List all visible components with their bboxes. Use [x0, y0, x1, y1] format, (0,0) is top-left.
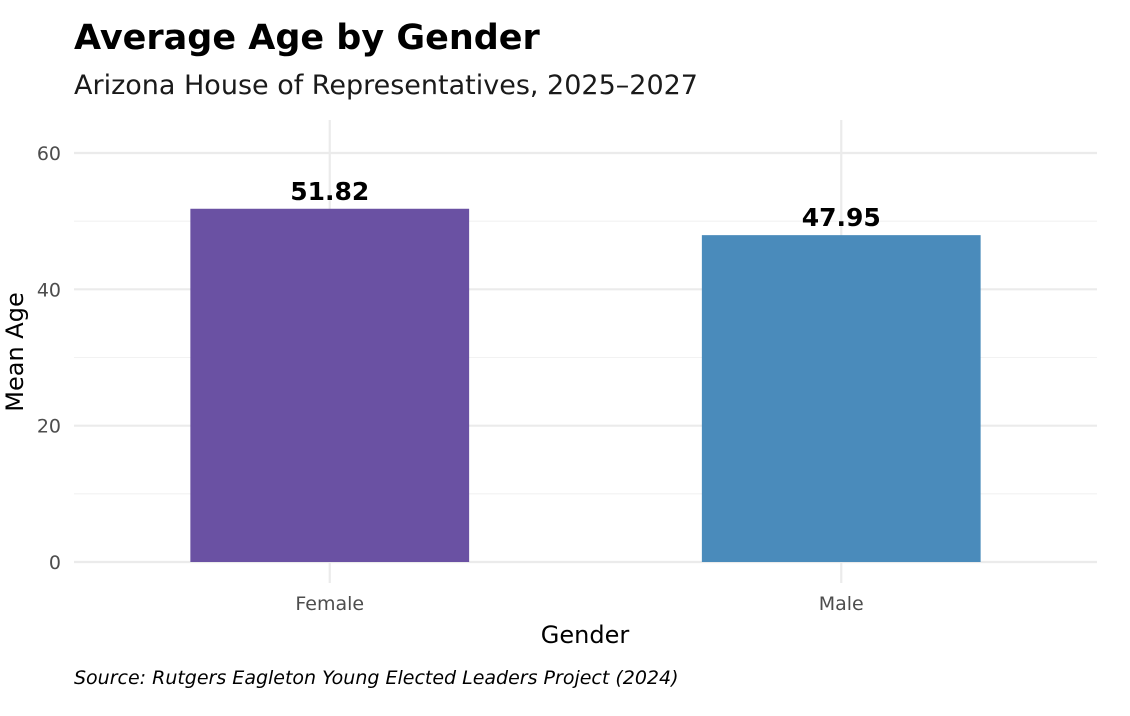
y-tick-label: 40 [37, 279, 61, 301]
y-tick-label: 60 [37, 143, 61, 165]
value-labels: 51.82 47.95 [290, 177, 881, 232]
y-tick-label: 20 [37, 416, 61, 438]
value-label: 51.82 [290, 177, 369, 206]
chart-subtitle: Arizona House of Representatives, 2025–2… [74, 70, 698, 101]
chart-title: Average Age by Gender [74, 18, 540, 58]
y-tick-label: 0 [49, 552, 61, 574]
x-axis-ticks: Female Male [295, 593, 863, 615]
y-axis-title: Mean Age [1, 292, 29, 411]
value-label: 47.95 [802, 203, 881, 232]
bars [190, 208, 981, 563]
x-tick-label: Male [819, 593, 864, 615]
y-axis-ticks: 0 20 40 60 [37, 143, 61, 574]
bar-female [190, 208, 470, 563]
bar-male [701, 235, 981, 562]
x-axis-title: Gender [541, 621, 630, 649]
x-tick-label: Female [295, 593, 364, 615]
chart-caption: Source: Rutgers Eagleton Young Elected L… [74, 667, 679, 689]
